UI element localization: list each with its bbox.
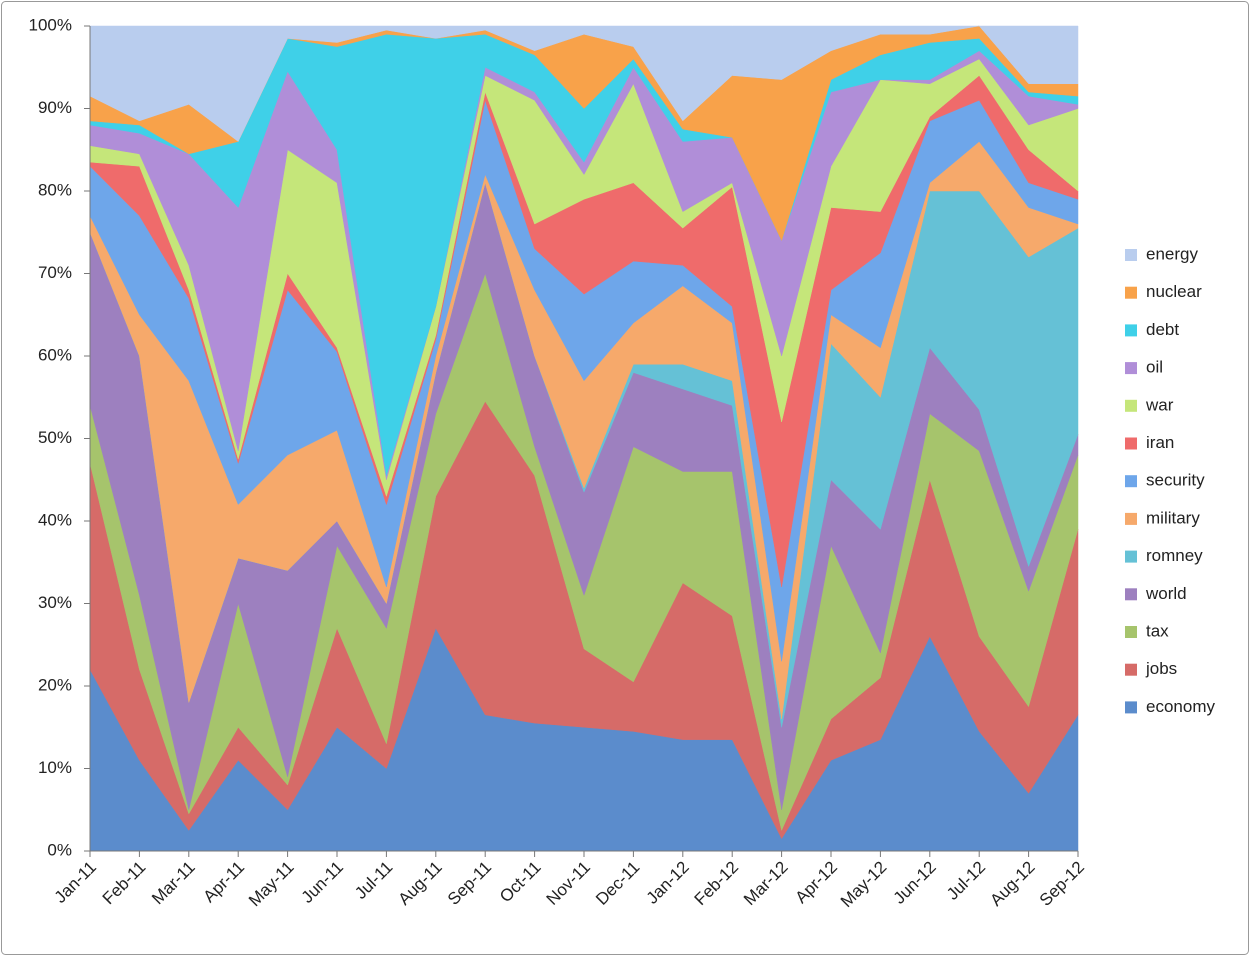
legend-label: romney [1146, 546, 1203, 565]
y-tick-label: 100% [29, 15, 72, 34]
legend-label: military [1146, 508, 1200, 527]
legend-swatch [1125, 512, 1137, 525]
legend-label: security [1146, 471, 1205, 490]
legend-label: oil [1146, 358, 1163, 377]
legend-label: energy [1146, 244, 1198, 263]
legend-label: tax [1146, 621, 1169, 640]
legend-swatch [1125, 399, 1137, 412]
y-tick-label: 40% [38, 510, 72, 529]
legend-label: war [1145, 395, 1174, 414]
legend-label: economy [1146, 697, 1215, 716]
legend-swatch [1125, 588, 1137, 601]
y-tick-label: 0% [47, 840, 72, 859]
legend-label: jobs [1145, 659, 1177, 678]
y-tick-label: 70% [38, 263, 72, 282]
legend-label: world [1145, 584, 1187, 603]
y-tick-label: 20% [38, 675, 72, 694]
legend-label: iran [1146, 433, 1174, 452]
y-tick-label: 80% [38, 180, 72, 199]
legend-swatch [1125, 663, 1137, 676]
y-tick-label: 30% [38, 593, 72, 612]
legend-swatch [1125, 550, 1137, 563]
legend-label: debt [1146, 320, 1179, 339]
area [89, 25, 1079, 142]
legend-swatch [1125, 701, 1137, 714]
y-tick-label: 60% [38, 345, 72, 364]
legend-swatch [1125, 286, 1137, 299]
y-tick-label: 10% [38, 758, 72, 777]
legend-swatch [1125, 249, 1137, 261]
legend-swatch [1125, 437, 1137, 450]
legend-label: nuclear [1146, 282, 1202, 301]
legend-swatch [1125, 475, 1137, 488]
y-tick-label: 50% [38, 428, 72, 447]
legend-swatch [1125, 362, 1137, 375]
legend-swatch [1125, 324, 1137, 337]
legend-swatch [1125, 626, 1137, 638]
y-tick-label: 90% [38, 98, 72, 117]
